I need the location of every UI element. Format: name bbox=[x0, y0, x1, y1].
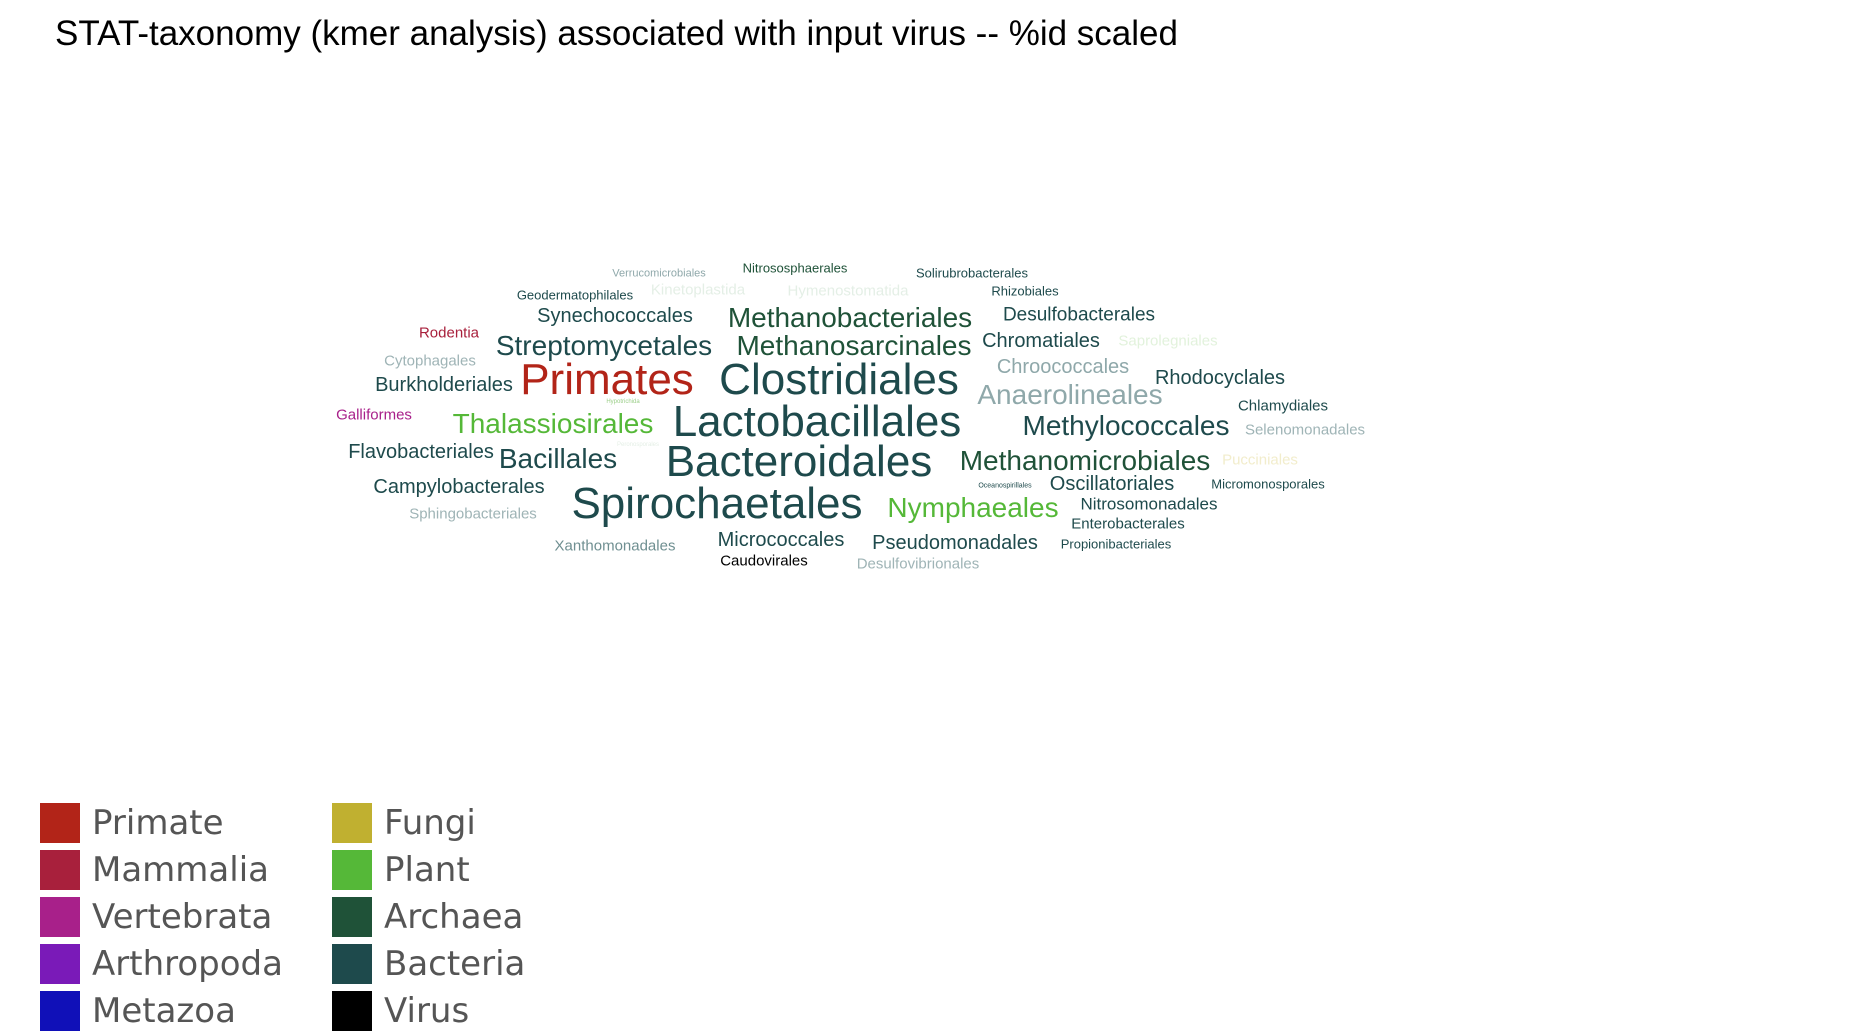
word-chroococcales: Chroococcales bbox=[996, 356, 1130, 378]
word-hypotrichida: Hypotrichida bbox=[606, 399, 640, 405]
word-methanomicrobiales: Methanomicrobiales bbox=[959, 445, 1211, 476]
word-desulfobacterales: Desulfobacterales bbox=[1002, 304, 1156, 326]
legend-label: Metazoa bbox=[92, 991, 236, 1031]
word-nymphaeales: Nymphaeales bbox=[887, 492, 1059, 523]
word-cytophagales: Cytophagales bbox=[384, 352, 476, 370]
word-rhizobiales: Rhizobiales bbox=[991, 283, 1059, 299]
word-bacteroidales: Bacteroidales bbox=[665, 437, 933, 486]
legend-swatch bbox=[332, 897, 372, 937]
word-micromonosporales: Micromonosporales bbox=[1211, 476, 1325, 492]
legend-swatch bbox=[332, 850, 372, 890]
legend-swatch bbox=[40, 803, 80, 843]
page-title: STAT-taxonomy (kmer analysis) associated… bbox=[55, 14, 1178, 53]
legend-swatch bbox=[332, 991, 372, 1031]
word-selenomonadales: Selenomonadales bbox=[1244, 421, 1366, 439]
word-verrucomicrobiales: Verrucomicrobiales bbox=[612, 267, 706, 280]
legend-swatch bbox=[40, 897, 80, 937]
word-burkholderiales: Burkholderiales bbox=[375, 374, 513, 396]
word-oscillatoriales: Oscillatoriales bbox=[1049, 473, 1175, 495]
word-geodermatophilales: Geodermatophilales bbox=[516, 287, 634, 303]
legend-label: Fungi bbox=[384, 803, 476, 843]
word-caudovirales: Caudovirales bbox=[720, 552, 808, 570]
legend-swatch bbox=[40, 991, 80, 1031]
word-streptomycetales: Streptomycetales bbox=[495, 330, 713, 361]
legend-swatch bbox=[332, 944, 372, 984]
word-enterobacterales: Enterobacterales bbox=[1071, 515, 1185, 533]
word-pseudomonadales: Pseudomonadales bbox=[872, 532, 1038, 554]
word-anaerolineales: Anaerolineales bbox=[977, 379, 1163, 410]
word-nitrosomonadales: Nitrosomonadales bbox=[1080, 494, 1218, 514]
legend-label: Bacteria bbox=[384, 944, 526, 984]
word-galliformes: Galliformes bbox=[336, 406, 412, 424]
legend-label: Arthropoda bbox=[92, 944, 283, 984]
legend-label: Mammalia bbox=[92, 850, 269, 890]
word-flavobacteriales: Flavobacteriales bbox=[348, 441, 494, 463]
word-methanosarcinales: Methanosarcinales bbox=[736, 330, 972, 361]
word-pucciniales: Pucciniales bbox=[1222, 451, 1298, 469]
word-rodentia: Rodentia bbox=[418, 324, 480, 342]
legend-label: Virus bbox=[384, 991, 470, 1031]
word-chromatiales: Chromatiales bbox=[982, 330, 1100, 352]
word-hymenostomatida: Hymenostomatida bbox=[787, 282, 909, 300]
word-micrococcales: Micrococcales bbox=[717, 529, 845, 551]
word-saprolegniales: Saprolegniales bbox=[1118, 332, 1218, 350]
word-lactobacillales: Lactobacillales bbox=[672, 397, 962, 446]
word-oceanospirillales: Oceanospirillales bbox=[978, 482, 1032, 490]
word-campylobacterales: Campylobacterales bbox=[373, 476, 545, 498]
word-nitrososphaerales: Nitrososphaerales bbox=[742, 260, 848, 276]
word-kinetoplastida: Kinetoplastida bbox=[650, 281, 746, 299]
word-solirubrobacterales: Solirubrobacterales bbox=[915, 265, 1029, 281]
word-clostridiales: Clostridiales bbox=[719, 355, 959, 404]
legend-label: Primate bbox=[92, 803, 224, 843]
word-primates: Primates bbox=[520, 355, 694, 404]
word-cloud: Verrucomicrobiales Nitrososphaerales Solir… bbox=[336, 260, 1366, 573]
word-bacillales: Bacillales bbox=[498, 443, 618, 474]
word-chlamydiales: Chlamydiales bbox=[1237, 397, 1329, 415]
legend-swatch bbox=[332, 803, 372, 843]
word-rhodocyclales: Rhodocyclales bbox=[1154, 367, 1286, 389]
legend-label: Plant bbox=[384, 850, 470, 890]
word-methanobacteriales: Methanobacteriales bbox=[727, 302, 973, 333]
word-propionibacteriales: Propionibacteriales bbox=[1060, 536, 1172, 552]
word-xanthomonadales: Xanthomonadales bbox=[554, 537, 676, 555]
word-peronosporales: Peronosporales bbox=[616, 442, 660, 448]
legend-label: Vertebrata bbox=[92, 897, 273, 937]
legend-swatch bbox=[40, 944, 80, 984]
word-methylococcales: Methylococcales bbox=[1022, 410, 1230, 441]
word-spirochaetales: Spirochaetales bbox=[571, 479, 863, 528]
word-sphingobacteriales: Sphingobacteriales bbox=[409, 505, 537, 523]
word-synechococcales: Synechococcales bbox=[537, 305, 693, 327]
word-desulfovibrionales: Desulfovibrionales bbox=[856, 555, 980, 573]
word-thalassiosirales: Thalassiosirales bbox=[452, 408, 654, 439]
legend-swatch bbox=[40, 850, 80, 890]
legend-label: Archaea bbox=[384, 897, 524, 937]
